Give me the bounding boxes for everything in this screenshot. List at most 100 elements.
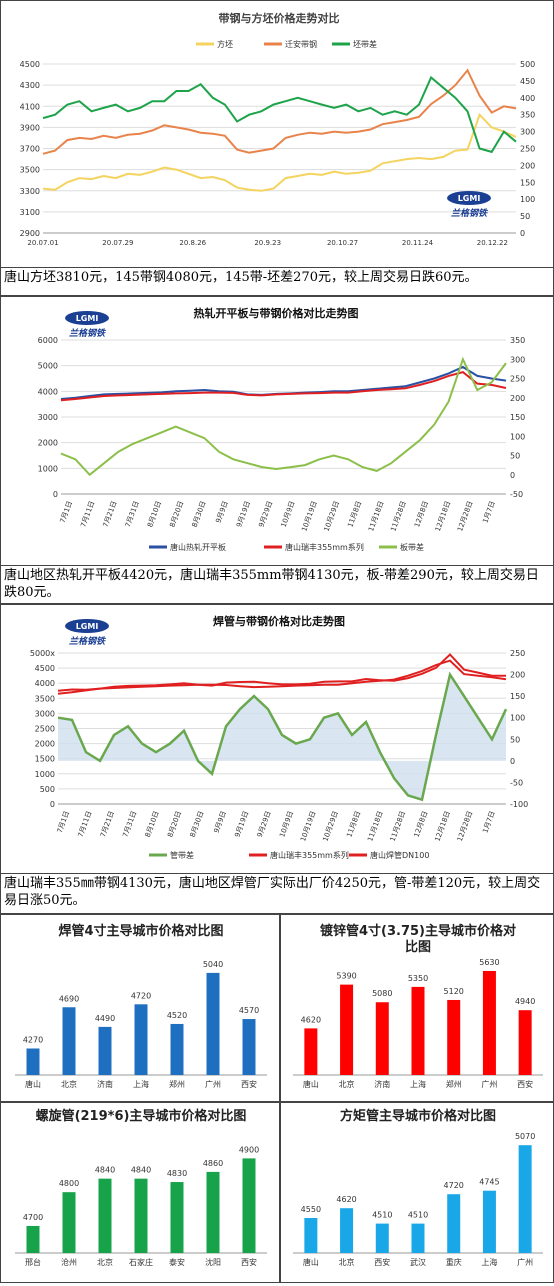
- x-tick-label: 10月29日: [323, 500, 341, 533]
- x-tick-label: 10月9日: [280, 500, 297, 528]
- x-tick-label: 9月19日: [235, 500, 252, 528]
- y-right-tick-label: 400: [520, 94, 535, 103]
- bar: [518, 1145, 532, 1253]
- x-category-label: 武汉: [410, 1257, 426, 1267]
- bar: [62, 1192, 76, 1253]
- y-right-tick-label: 150: [510, 692, 525, 701]
- bar: [242, 1019, 256, 1075]
- x-tick-label: 7月11日: [77, 810, 94, 838]
- bar-panel-weld-pipe: 焊管4寸主导城市价格对比图 4270 唐山 4690 北京 4490 济南 4720 上海 452…: [0, 914, 280, 1102]
- bar-value-label: 5070: [515, 1132, 535, 1141]
- logo-text: 兰格钢铁: [69, 328, 107, 339]
- x-tick-label: 7月21日: [99, 810, 116, 838]
- series-line-2: [42, 68, 517, 155]
- x-tick-label: 12月28日: [456, 500, 474, 533]
- x-category-label: 西安: [374, 1257, 390, 1267]
- y-right-tick-label: 350: [510, 336, 525, 345]
- x-category-label: 上海: [410, 1079, 426, 1089]
- bar: [411, 1223, 425, 1253]
- y-right-tick-label: 450: [520, 77, 535, 86]
- x-tick-label: 11月18日: [367, 500, 385, 533]
- x-tick-label: 11月18日: [366, 810, 384, 843]
- y-left-tick-label: 3500: [20, 166, 40, 175]
- y-right-tick-label: 350: [520, 111, 535, 120]
- x-tick-label: 10月19日: [300, 500, 318, 533]
- chart-panel-billet-strip: 带钢与方坯价格走势对比 2900 3100 3300 3500 3700 3900 4100 4…: [0, 0, 554, 268]
- x-category-label: 石家庄: [129, 1257, 153, 1267]
- x-tick-label: 12月18日: [433, 810, 451, 843]
- y-right-tick-label: 250: [510, 649, 525, 658]
- x-category-label: 泰安: [169, 1257, 185, 1267]
- x-category-label: 北京: [61, 1079, 77, 1089]
- x-category-label: 西安: [241, 1257, 257, 1267]
- x-tick-label: 7月31日: [121, 810, 138, 838]
- legend-label: 管带差: [170, 850, 194, 860]
- y-right-tick-label: 50: [520, 212, 530, 221]
- x-tick-label: 9月29日: [257, 500, 274, 528]
- y-right-tick-label: -50: [510, 778, 523, 787]
- chart-title: 焊管4寸主导城市价格对比图: [58, 923, 223, 939]
- x-tick-label: 9月19日: [233, 810, 250, 838]
- x-tick-label: 20.07.01: [27, 239, 58, 247]
- chart-title: 带钢与方坯价格走势对比: [219, 11, 340, 25]
- logo-icon: [65, 311, 109, 325]
- spiral-city-chart: 螺旋管(219*6)主导城市价格对比图 4700 邢台 4800 沧州 4840 北京 484…: [15, 1108, 267, 1267]
- bar: [340, 1208, 354, 1253]
- y-left-tick-label: 1500: [35, 755, 55, 764]
- x-tick-label: 9月9日: [213, 810, 228, 834]
- x-tick-label: 1月7日: [481, 500, 496, 524]
- x-category-label: 郑州: [169, 1079, 185, 1089]
- y-right-tick-label: 0: [510, 471, 515, 480]
- bar: [26, 1048, 40, 1075]
- bar-value-label: 4490: [95, 1014, 115, 1023]
- bar-value-label: 4550: [301, 1205, 321, 1214]
- y-left-tick-label: 3000: [38, 413, 58, 422]
- bar: [170, 1023, 184, 1075]
- bar: [340, 984, 354, 1075]
- x-category-label: 上海: [481, 1257, 497, 1267]
- y-right-tick-label: 0: [520, 229, 525, 238]
- bar-value-label: 4510: [408, 1211, 428, 1220]
- y-right-tick-label: 50: [510, 735, 520, 744]
- x-tick-label: 7月31日: [124, 500, 141, 528]
- legend-label: 板带差: [400, 542, 424, 552]
- x-category-label: 沧州: [61, 1257, 77, 1267]
- bar-value-label: 4900: [239, 1145, 259, 1154]
- bar-value-label: 4620: [301, 1015, 321, 1024]
- x-category-label: 西安: [241, 1079, 257, 1089]
- y-left-tick-label: 500: [40, 785, 55, 794]
- caption-plate-strip: 唐山地区热轧开平板4420元，唐山瑞丰355mm带钢4130元，板-带差290元…: [0, 566, 554, 604]
- bar: [134, 1178, 148, 1253]
- series-area: [58, 674, 506, 800]
- bar-value-label: 4620: [336, 1195, 356, 1204]
- weld-pipe-city-chart: 焊管4寸主导城市价格对比图 4270 唐山 4690 北京 4490 济南 4720 上海 452…: [15, 923, 267, 1089]
- x-tick-label: 11月8日: [345, 810, 362, 838]
- x-tick-label: 11月8日: [346, 500, 363, 528]
- bar: [26, 1225, 40, 1253]
- bar: [98, 1178, 112, 1253]
- bar: [62, 1007, 76, 1075]
- logo-text: 兰格钢铁: [451, 208, 489, 219]
- logo-icon: [65, 619, 109, 633]
- bar: [482, 1190, 496, 1253]
- y-left-tick-label: 3500: [35, 694, 55, 703]
- y-left-tick-label: 4000: [38, 387, 58, 396]
- y-right-tick-label: 100: [510, 714, 525, 723]
- x-category-label: 广州: [481, 1079, 497, 1089]
- y-left-tick-label: 2000: [35, 740, 55, 749]
- x-category-label: 沈阳: [205, 1257, 221, 1267]
- y-left-tick-label: 5000x: [30, 649, 55, 658]
- x-tick-label: 10月9日: [278, 810, 295, 838]
- legend-label: 迁安带钢: [285, 39, 317, 49]
- bar: [375, 1002, 389, 1075]
- bar: [304, 1028, 318, 1075]
- y-right-tick-label: 50: [510, 452, 520, 461]
- legend-label: 坯带差: [353, 39, 377, 49]
- x-tick-label: 12月8日: [413, 810, 430, 838]
- x-category-label: 邢台: [25, 1257, 41, 1267]
- chart-panel-weldpipe-strip: 焊管与带钢价格对比走势图 0 500 1000 1500 2000 2500 3000 3500…: [0, 604, 554, 874]
- x-category-label: 唐山: [303, 1257, 319, 1267]
- x-tick-label: 20.10.27: [327, 239, 358, 247]
- bar: [447, 999, 461, 1075]
- x-tick-label: 10月19日: [299, 810, 317, 843]
